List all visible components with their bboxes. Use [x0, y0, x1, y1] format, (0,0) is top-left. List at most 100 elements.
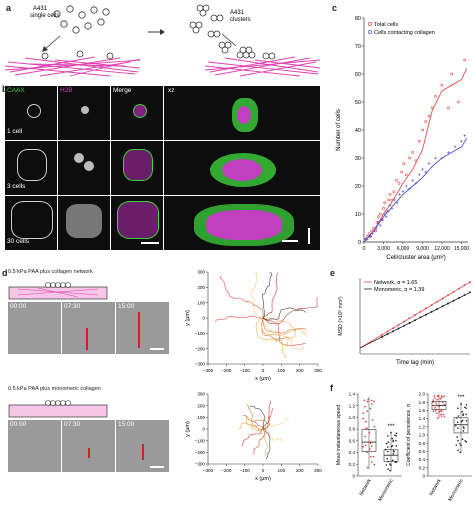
scale-bar-d: [150, 348, 164, 350]
x-axis-title: Time lag (min): [396, 360, 434, 366]
cell-track: [253, 428, 266, 455]
x-tick-label: 200: [296, 468, 304, 473]
data-point: [366, 451, 368, 454]
y-tick-label: 1.2: [349, 403, 356, 408]
data-point: [370, 456, 372, 458]
x-tick-label: −300: [203, 368, 214, 373]
panel-a-schematic: A431 single cells A431 clusters: [4, 4, 320, 77]
data-point: [414, 159, 418, 163]
y-tick-label: 0.2: [419, 465, 426, 470]
msd-point: [392, 327, 394, 330]
cell-track: [262, 272, 273, 319]
col-header-xz: xz: [168, 87, 175, 94]
data-point: [369, 407, 372, 410]
data-point: [370, 399, 373, 402]
msd-point: [458, 287, 460, 290]
category-label: Network: [358, 478, 373, 497]
cell-track: [262, 317, 306, 347]
y-axis-title: Number of cells: [336, 109, 342, 151]
msd-point: [447, 302, 449, 305]
data-point: [440, 83, 444, 87]
data-point: [456, 100, 460, 104]
data-point: [440, 396, 443, 399]
data-point: [434, 407, 436, 409]
msd-point: [403, 320, 405, 323]
y-tick-label: 80: [355, 16, 361, 22]
time-label-1: 07:30: [64, 303, 81, 310]
msd-point: [441, 305, 444, 308]
data-point: [433, 395, 436, 397]
data-point: [389, 469, 391, 472]
data-point: [443, 416, 446, 418]
scale-bar: [141, 242, 159, 244]
data-point: [367, 398, 369, 401]
scale-bar-d2: [150, 466, 164, 468]
micrograph-merge-3: [111, 141, 163, 195]
data-point: [387, 435, 389, 437]
time-label-m0: 00:00: [10, 421, 27, 428]
y-tick-label: 2.0: [419, 392, 426, 397]
y-tick-label: 0: [202, 316, 205, 321]
data-point: [364, 405, 366, 408]
timelapse-network-0: 00:00: [8, 302, 61, 354]
y-tick-label: 20: [355, 184, 361, 190]
micrograph-caax-3: 3 cells: [5, 141, 57, 195]
data-point: [370, 461, 373, 463]
panel-e-label: e: [330, 268, 336, 278]
data-point: [440, 413, 442, 416]
data-point: [397, 181, 401, 185]
msd-point: [458, 296, 460, 299]
speed-boxplot: 0 0.2 0.4 0.6 0.8 1.0 1.2 1.4 Mean instantaneous…: [336, 392, 402, 502]
cell-clusters: [189, 4, 276, 60]
y-tick-label: 0.6: [349, 438, 356, 443]
msd-point: [408, 317, 411, 320]
data-point: [366, 427, 368, 430]
y-axis-title: MSD (×10⁵ mm²): [338, 296, 344, 335]
cell-track: [249, 405, 265, 429]
msd-point: [419, 316, 422, 319]
scale-bar-xz-vertical: [308, 228, 310, 244]
y-tick-label: 1.6: [419, 408, 426, 413]
x-axis-title: x (μm): [255, 476, 271, 482]
monomeric-title: 0.5 kPa PAA plus monomeric collagen: [8, 386, 101, 392]
legend-label: Monomeric, α = 1.39: [374, 287, 424, 293]
x-tick-label: 200: [296, 368, 304, 373]
series-line: [363, 68, 468, 243]
tracks-network-plot: −300 −200 −100 0 100 200 300 300 200 100 0 −100 −200…: [185, 270, 322, 382]
data-point: [365, 420, 367, 423]
timelapse-monomeric-0: 00:00: [8, 420, 61, 472]
y-tick-label: −300: [195, 462, 206, 467]
data-point: [362, 417, 365, 420]
row-label-1cell: 1 cell: [7, 128, 23, 135]
cell-track: [261, 317, 289, 342]
data-point: [363, 399, 366, 402]
cell-track: [262, 428, 284, 442]
msd-point: [386, 330, 389, 333]
legend-label: Total cells: [374, 22, 398, 28]
data-point: [362, 445, 365, 448]
data-point: [440, 410, 443, 412]
data-point: [460, 444, 462, 447]
y-axis-title: y (μm): [185, 310, 191, 326]
box: [361, 429, 377, 452]
x-tick-label: 15,000: [454, 246, 470, 252]
data-point: [457, 407, 459, 410]
msd-point: [425, 307, 427, 310]
data-point: [443, 403, 446, 406]
data-point: [364, 428, 366, 430]
data-point: [387, 198, 391, 202]
micrograph-merge-30: [111, 196, 163, 250]
y-tick-label: 1.0: [419, 433, 426, 438]
y-tick-label: 50: [355, 100, 361, 106]
data-point: [387, 441, 390, 443]
data-point: [436, 398, 438, 401]
cell-track: [262, 297, 318, 325]
y-tick-label: 1.8: [419, 400, 426, 405]
data-point: [443, 395, 445, 398]
msd-point: [381, 333, 383, 336]
msd-point: [419, 310, 422, 313]
x-tick-label: −100: [239, 368, 250, 373]
micrograph-h2b-3: [58, 141, 110, 195]
data-point: [395, 432, 398, 435]
